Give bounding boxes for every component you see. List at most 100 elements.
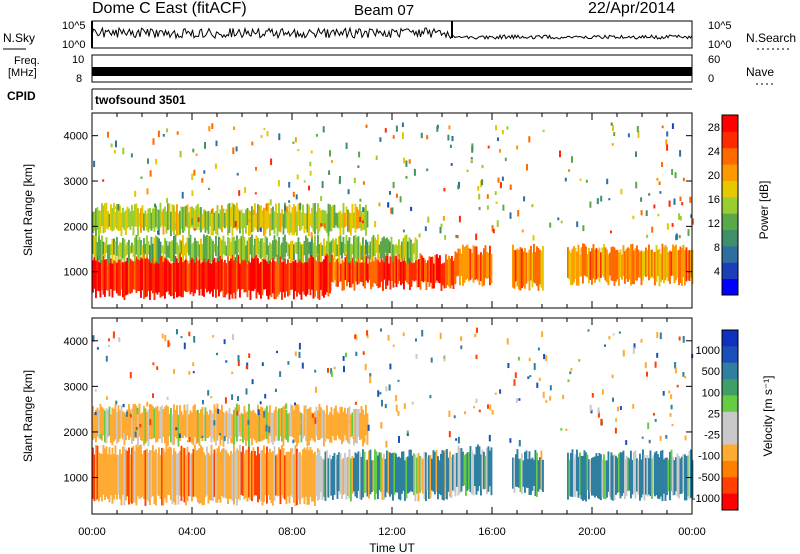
data-cell (586, 454, 589, 491)
data-cell (369, 373, 372, 377)
data-cell (524, 248, 526, 289)
data-cell (320, 223, 323, 227)
data-cell (146, 254, 148, 297)
data-cell (175, 427, 178, 431)
data-cell (201, 243, 204, 262)
data-cell (180, 411, 183, 438)
data-cell (101, 235, 103, 261)
data-cell (129, 245, 132, 254)
data-cell (669, 451, 671, 501)
data-cell (363, 451, 366, 494)
data-cell (676, 384, 679, 388)
data-cell (475, 446, 478, 495)
data-cell (286, 206, 289, 213)
data-cell (92, 405, 94, 440)
data-cell (606, 249, 608, 283)
data-cell (181, 191, 184, 199)
data-cell (363, 438, 366, 441)
data-cell (233, 446, 235, 505)
data-cell (333, 452, 336, 495)
data-cell (126, 257, 129, 295)
data-cell (660, 253, 662, 283)
data-cell (236, 202, 238, 231)
data-cell (537, 248, 540, 291)
data-cell (393, 245, 396, 256)
data-cell (102, 179, 105, 182)
data-cell (681, 456, 683, 494)
data-cell (642, 449, 644, 495)
data-cell (216, 352, 218, 356)
data-cell (117, 255, 120, 296)
data-cell (219, 238, 222, 256)
data-cell (314, 411, 316, 443)
data-cell (303, 262, 306, 295)
data-cell (621, 452, 623, 496)
data-cell (589, 460, 592, 493)
data-cell (649, 450, 652, 497)
data-cell (481, 164, 484, 169)
data-cell (328, 170, 331, 175)
data-cell (94, 412, 97, 416)
data-cell (516, 145, 519, 150)
data-cell (308, 408, 310, 446)
data-cell (545, 355, 548, 362)
data-cell (331, 160, 333, 163)
data-cell (157, 130, 160, 138)
colorbar-segment (722, 395, 738, 413)
data-cell (476, 327, 478, 333)
data-cell (108, 244, 111, 263)
data-cell (260, 135, 263, 139)
data-cell (237, 239, 240, 253)
data-cell (388, 263, 390, 281)
data-cell (161, 405, 163, 443)
data-cell (119, 449, 121, 500)
data-cell (143, 450, 145, 500)
data-cell (245, 209, 247, 234)
data-cell (582, 455, 584, 501)
data-cell (446, 259, 449, 286)
data-cell (212, 413, 214, 439)
data-cell (182, 447, 184, 497)
data-cell (296, 262, 298, 297)
data-cell (302, 244, 304, 264)
data-cell (99, 404, 102, 440)
data-cell (579, 178, 582, 181)
data-cell (468, 452, 470, 490)
data-cell (671, 424, 674, 427)
data-cell (355, 334, 358, 341)
data-cell (678, 456, 680, 499)
data-cell (204, 254, 207, 289)
data-cell (156, 209, 159, 230)
data-cell (195, 450, 198, 498)
data-cell (449, 144, 452, 148)
data-cell (329, 454, 331, 496)
data-cell (656, 352, 659, 358)
data-cell (254, 238, 256, 257)
data-cell (294, 404, 297, 443)
data-cell (372, 235, 375, 257)
data-cell (297, 149, 300, 152)
data-cell (183, 342, 186, 350)
data-cell (524, 451, 526, 493)
data-cell (480, 252, 482, 282)
data-cell (640, 250, 643, 286)
data-cell (251, 257, 253, 291)
data-cell (96, 407, 99, 437)
data-cell (545, 400, 548, 403)
data-cell (266, 446, 268, 504)
data-cell (671, 169, 674, 175)
data-cell (542, 245, 544, 291)
data-cell (95, 409, 97, 443)
data-cell (385, 386, 388, 392)
data-cell (362, 253, 365, 287)
data-cell (324, 451, 327, 501)
data-cell (668, 200, 671, 207)
data-cell (395, 453, 397, 493)
freq-trace (92, 67, 692, 76)
data-cell (197, 241, 199, 257)
data-cell (236, 259, 238, 292)
data-cell (130, 153, 133, 158)
data-cell (272, 412, 274, 445)
